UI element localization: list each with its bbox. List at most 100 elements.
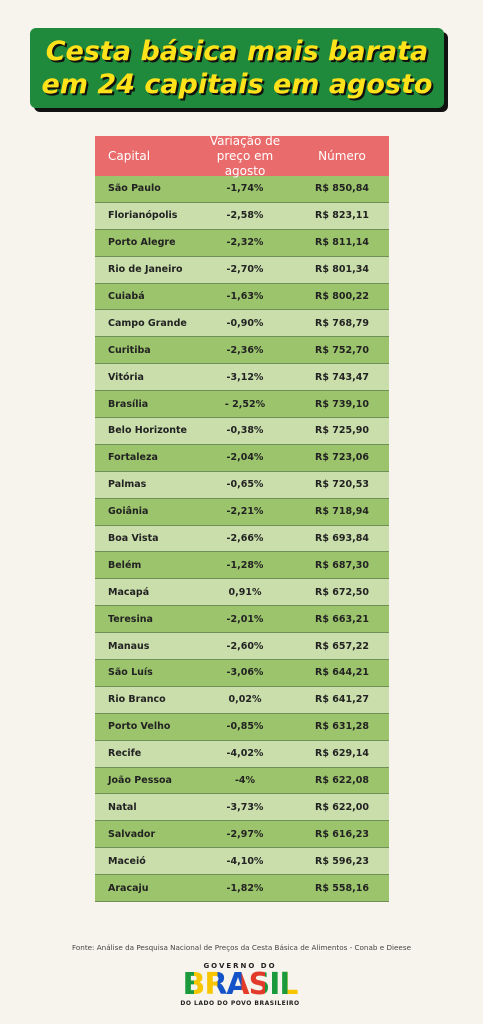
table-row: Natal -3,73% R$ 622,00: [95, 794, 389, 822]
price-cell: R$ 723,06: [315, 452, 369, 464]
capital-cell: Palmas: [108, 479, 147, 491]
logo-name: BRASIL: [170, 970, 310, 1000]
variation-cell: - 2,52%: [224, 398, 266, 410]
capital-cell: Belo Horizonte: [108, 425, 187, 437]
table-row: Curitiba -2,36% R$ 752,70: [95, 337, 389, 365]
capital-cell: Aracaju: [108, 882, 149, 894]
price-cell: R$ 823,11: [315, 210, 369, 222]
variation-cell: -2,21%: [226, 506, 264, 518]
table-row: São Paulo -1,74% R$ 850,84: [95, 176, 389, 203]
capital-cell: Belém: [108, 559, 142, 571]
table-row: Manaus -2,60% R$ 657,22: [95, 633, 389, 661]
variation-cell: -1,28%: [226, 559, 264, 571]
variation-cell: -0,85%: [226, 721, 264, 733]
table-row: Belém -1,28% R$ 687,30: [95, 552, 389, 580]
logo-top: GOVERNO DO: [203, 962, 277, 970]
price-cell: R$ 629,14: [315, 748, 369, 760]
table-row: Rio Branco 0,02% R$ 641,27: [95, 686, 389, 714]
variation-cell: -1,82%: [226, 882, 264, 894]
price-cell: R$ 631,28: [315, 721, 369, 733]
variation-cell: -2,70%: [226, 264, 264, 276]
table-row: Campo Grande -0,90% R$ 768,79: [95, 310, 389, 338]
price-cell: R$ 801,34: [315, 264, 369, 276]
table-row: Palmas -0,65% R$ 720,53: [95, 471, 389, 499]
price-cell: R$ 616,23: [315, 828, 369, 840]
table-row: Aracaju -1,82% R$ 558,16: [95, 875, 389, 903]
variation-cell: -0,90%: [226, 317, 264, 329]
variation-cell: -2,97%: [226, 828, 264, 840]
table-row: Florianópolis -2,58% R$ 823,11: [95, 202, 389, 230]
column-header: Variação de preço em agosto: [209, 133, 281, 178]
capital-cell: Curitiba: [108, 344, 151, 356]
capital-cell: Rio Branco: [108, 694, 166, 706]
table-row: Maceió -4,10% R$ 596,23: [95, 848, 389, 876]
table-row: Fortaleza -2,04% R$ 723,06: [95, 444, 389, 472]
variation-cell: 0,02%: [228, 694, 262, 706]
price-cell: R$ 644,21: [315, 667, 369, 679]
table-header: Capital Variação de preço em agosto Núme…: [95, 133, 389, 178]
price-cell: R$ 596,23: [315, 855, 369, 867]
column-header: Número: [318, 149, 366, 163]
price-cell: R$ 800,22: [315, 291, 369, 302]
price-cell: R$ 663,21: [315, 613, 369, 625]
table-row: Goiânia -2,21% R$ 718,94: [95, 498, 389, 526]
price-cell: R$ 739,10: [315, 398, 369, 410]
capital-cell: Brasília: [108, 398, 149, 410]
table-row: Porto Alegre -2,32% R$ 811,14: [95, 229, 389, 257]
table-row: Macapá 0,91% R$ 672,50: [95, 579, 389, 607]
price-table: Capital Variação de preço em agosto Núme…: [95, 133, 389, 903]
table-row: São Luís -3,06% R$ 644,21: [95, 660, 389, 687]
variation-cell: -3,06%: [226, 667, 264, 679]
capital-cell: Natal: [108, 801, 137, 813]
price-cell: R$ 850,84: [315, 183, 369, 195]
source-note: Fonte: Análise da Pesquisa Nacional de P…: [71, 943, 411, 952]
table-row: Salvador -2,97% R$ 616,23: [95, 821, 389, 849]
price-cell: R$ 657,22: [315, 640, 369, 652]
variation-cell: -2,66%: [226, 533, 264, 545]
capital-cell: Vitória: [108, 371, 144, 383]
capital-cell: Recife: [108, 748, 142, 760]
price-cell: R$ 752,70: [315, 344, 369, 356]
variation-cell: -0,38%: [226, 425, 264, 437]
variation-cell: -3,12%: [226, 371, 264, 383]
capital-cell: Campo Grande: [108, 317, 187, 329]
capital-cell: Fortaleza: [108, 452, 158, 464]
price-cell: R$ 672,50: [315, 586, 369, 598]
price-cell: R$ 622,00: [315, 801, 369, 813]
table-row: Belo Horizonte -0,38% R$ 725,90: [95, 418, 389, 445]
variation-cell: 0,91%: [228, 586, 262, 598]
table-row: Recife -4,02% R$ 629,14: [95, 740, 389, 768]
capital-cell: Florianópolis: [108, 210, 178, 222]
title-line: em 24 capitais em agosto: [41, 69, 433, 100]
variation-cell: -2,36%: [226, 344, 264, 356]
variation-cell: -4%: [234, 775, 256, 787]
capital-cell: São Luís: [108, 667, 153, 679]
price-cell: R$ 693,84: [315, 533, 369, 545]
table-row: Cuiabá -1,63% R$ 800,22: [95, 283, 389, 311]
price-cell: R$ 725,90: [315, 425, 369, 437]
table-row: João Pessoa -4% R$ 622,08: [95, 767, 389, 795]
price-cell: R$ 768,79: [315, 317, 369, 329]
table-row: Vitória -3,12% R$ 743,47: [95, 364, 389, 392]
variation-cell: -1,63%: [226, 291, 264, 302]
capital-cell: Rio de Janeiro: [108, 264, 183, 276]
variation-cell: -0,65%: [226, 479, 264, 491]
variation-cell: -2,04%: [226, 452, 264, 464]
table-row: Teresina -2,01% R$ 663,21: [95, 606, 389, 634]
capital-cell: Porto Velho: [108, 721, 171, 733]
variation-cell: -4,10%: [226, 855, 264, 867]
price-cell: R$ 622,08: [315, 775, 369, 787]
variation-cell: -2,58%: [226, 210, 264, 222]
table-row: Boa Vista -2,66% R$ 693,84: [95, 525, 389, 553]
capital-cell: Cuiabá: [108, 291, 145, 302]
capital-cell: Teresina: [108, 613, 153, 625]
variation-cell: -2,32%: [226, 237, 264, 249]
table-row: Porto Velho -0,85% R$ 631,28: [95, 713, 389, 741]
table-row: Brasília - 2,52% R$ 739,10: [95, 391, 389, 419]
variation-cell: -3,73%: [226, 801, 264, 813]
price-cell: R$ 687,30: [315, 559, 369, 571]
logo-tagline: DO LADO DO POVO BRASILEIRO: [180, 1000, 300, 1007]
capital-cell: Boa Vista: [108, 533, 159, 545]
capital-cell: Goiânia: [108, 506, 149, 518]
